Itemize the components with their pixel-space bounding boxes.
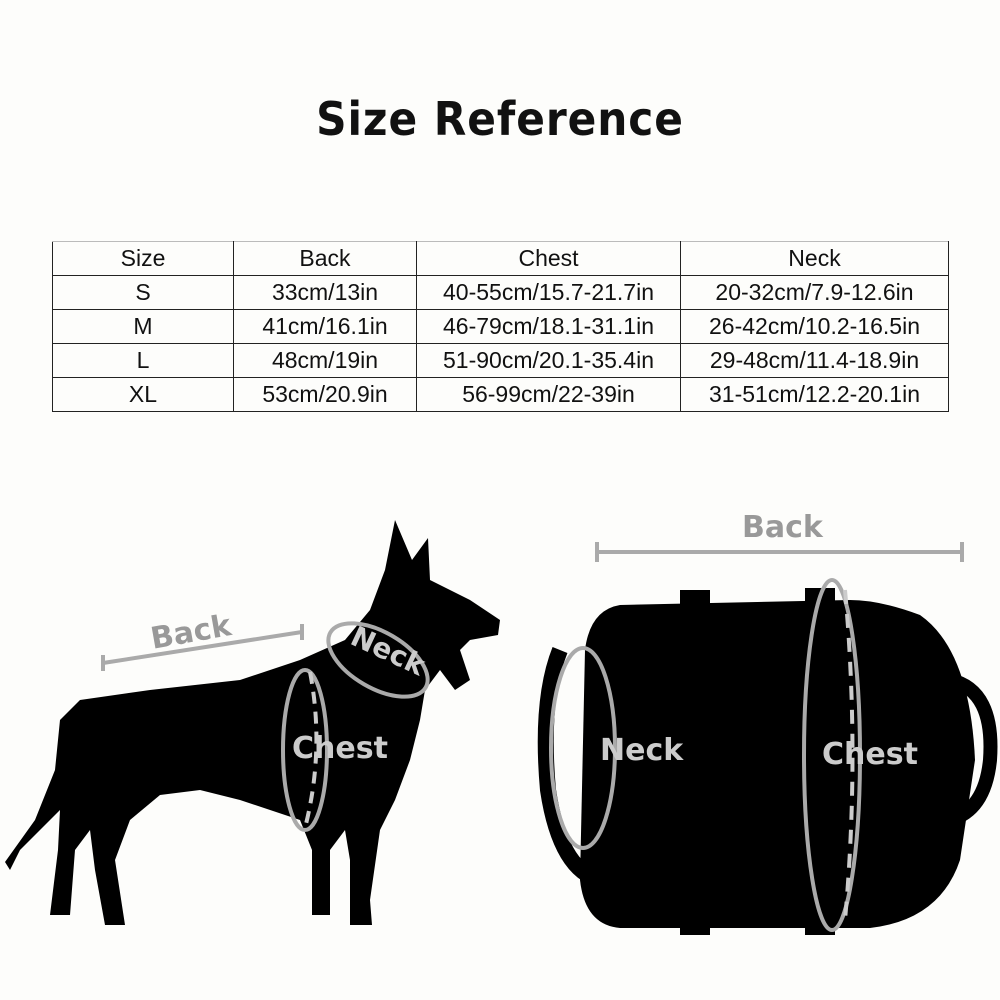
harness-neck-ring [549,646,617,850]
page-title: Size Reference [316,92,684,146]
cell: 41cm/16.1in [233,309,417,344]
cell: 51-90cm/20.1-35.4in [416,343,681,378]
cell: 40-55cm/15.7-21.7in [416,275,681,310]
dog-neck-ring [326,621,430,699]
cell: 26-42cm/10.2-16.5in [680,309,949,344]
cell: 56-99cm/22-39in [416,377,681,412]
cell: L [52,343,234,378]
table-row: XL 53cm/20.9in 56-99cm/22-39in 31-51cm/1… [52,377,949,412]
cell: 29-48cm/11.4-18.9in [680,343,949,378]
dog-chest-label: Chest [292,731,388,766]
cell: XL [52,377,234,412]
harness-silhouette [537,588,998,935]
dog-back-label: Back [148,608,235,657]
size-table: Size Back Chest Neck S 33cm/13in 40-55cm… [52,241,949,412]
cell: 31-51cm/12.2-20.1in [680,377,949,412]
dog-chest-ring [281,668,329,832]
table-row: S 33cm/13in 40-55cm/15.7-21.7in 20-32cm/… [52,275,949,310]
harness-chest-label: Chest [822,737,918,772]
header-cell: Neck [680,241,949,276]
header-cell: Chest [416,241,681,276]
table-row: L 48cm/19in 51-90cm/20.1-35.4in 29-48cm/… [52,343,949,378]
harness-back-label: Back [742,510,824,545]
dog-silhouette [5,520,500,925]
dog-back-line [102,630,303,665]
cell: 20-32cm/7.9-12.6in [680,275,949,310]
cell: 53cm/20.9in [233,377,417,412]
header-cell: Size [52,241,234,276]
harness-neck-label: Neck [600,733,684,768]
cell: S [52,275,234,310]
harness-chest-ring [802,578,862,932]
